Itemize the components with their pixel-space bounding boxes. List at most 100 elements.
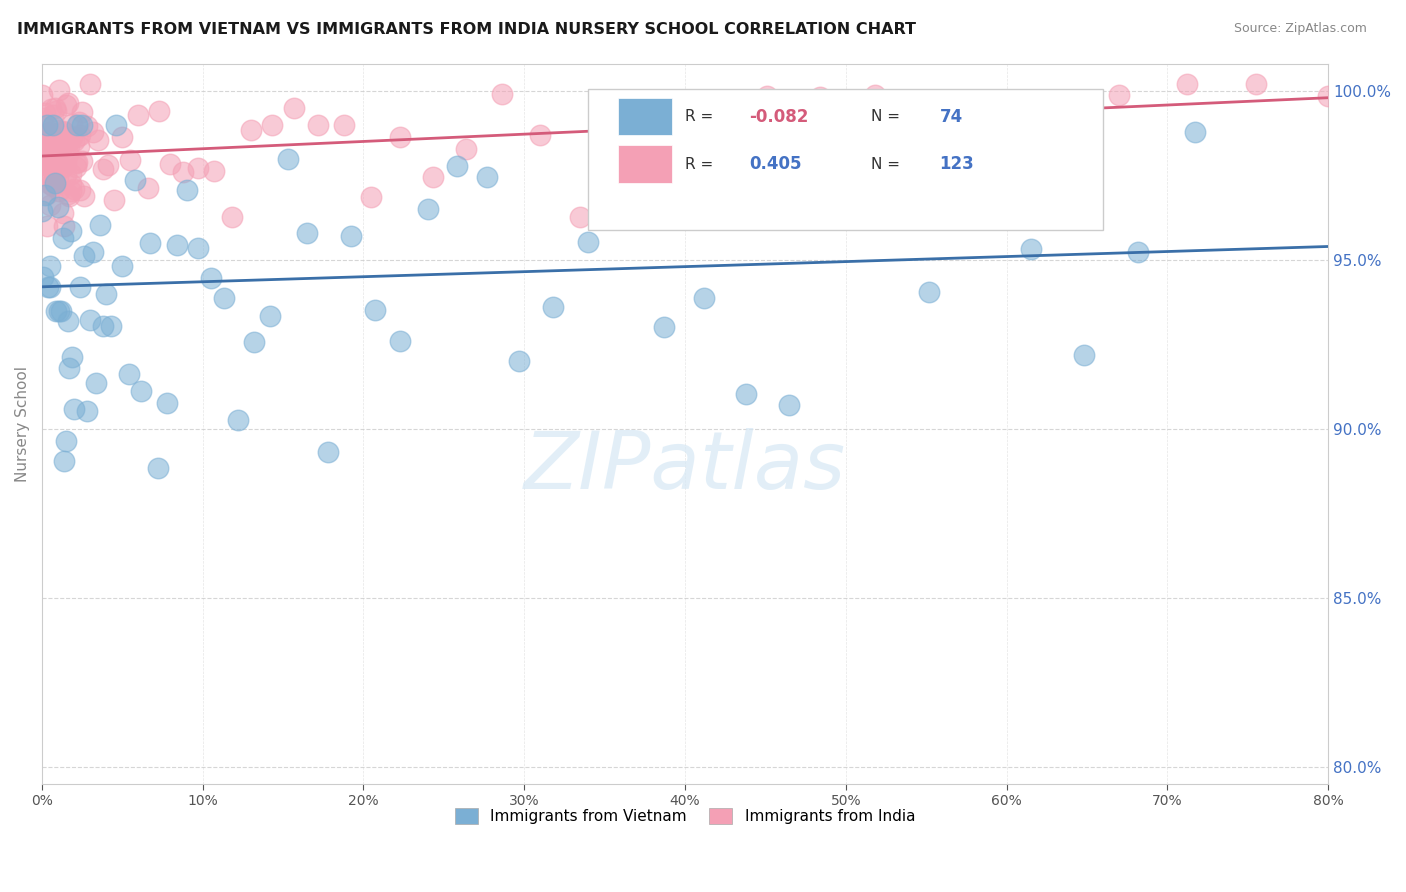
Point <box>49 136 72 151</box>
Point <box>735 387 758 401</box>
Point <box>41 170 63 185</box>
Point <box>42 179 65 194</box>
Text: 123: 123 <box>939 155 974 173</box>
Point <box>166 238 188 252</box>
Point <box>55 98 77 112</box>
Point <box>111 129 134 144</box>
Point <box>200 271 222 285</box>
Point <box>49 136 72 151</box>
Point <box>35 118 58 132</box>
Point <box>45 148 67 162</box>
Point <box>34 127 56 141</box>
Point <box>31 88 53 103</box>
Point <box>1184 125 1206 139</box>
Point <box>808 89 831 103</box>
Point <box>69 183 91 197</box>
Point <box>779 398 801 412</box>
Point <box>124 172 146 186</box>
Point <box>870 136 893 150</box>
Point <box>48 303 70 318</box>
Point <box>56 187 79 202</box>
Point <box>138 236 160 251</box>
Point <box>67 139 90 153</box>
Text: -0.082: -0.082 <box>749 108 808 126</box>
Point <box>422 170 444 185</box>
Point <box>37 127 59 141</box>
Point <box>87 133 110 147</box>
Point <box>131 384 153 398</box>
Point <box>34 155 56 169</box>
Point <box>76 119 98 133</box>
Point <box>363 303 385 318</box>
Point <box>59 178 82 192</box>
Text: R =: R = <box>685 157 713 171</box>
Point <box>37 152 59 166</box>
Point <box>58 360 80 375</box>
Point <box>756 89 779 103</box>
Point <box>277 152 299 166</box>
Point <box>70 104 93 119</box>
Point <box>49 304 72 318</box>
Point <box>918 285 941 299</box>
Point <box>60 117 83 131</box>
Point <box>89 218 111 232</box>
Point <box>72 188 94 202</box>
Point <box>38 279 60 293</box>
Point <box>35 158 58 172</box>
Point <box>59 167 82 181</box>
Point <box>46 123 69 137</box>
Point <box>1175 78 1198 92</box>
Point <box>187 242 209 256</box>
Point <box>37 138 59 153</box>
Point <box>1019 243 1042 257</box>
Point <box>146 461 169 475</box>
Point <box>1128 245 1150 260</box>
Point <box>32 111 55 125</box>
Point <box>541 300 564 314</box>
Point <box>613 157 636 171</box>
Point <box>103 194 125 208</box>
Text: N =: N = <box>872 109 900 124</box>
Point <box>283 101 305 115</box>
Point <box>824 191 846 205</box>
Point <box>45 103 67 118</box>
Point <box>56 314 79 328</box>
Point <box>32 269 55 284</box>
Point <box>35 156 58 170</box>
Point <box>104 118 127 132</box>
Point <box>42 118 65 132</box>
Point <box>55 169 77 183</box>
Point <box>58 139 80 153</box>
Point <box>41 103 63 117</box>
Point <box>72 249 94 263</box>
Point <box>55 434 77 449</box>
Point <box>117 367 139 381</box>
Point <box>48 184 70 198</box>
Point <box>111 259 134 273</box>
Point <box>120 153 142 167</box>
Point <box>44 158 66 172</box>
Point <box>32 144 55 158</box>
Point <box>52 124 75 138</box>
Point <box>212 291 235 305</box>
Point <box>63 402 86 417</box>
Point <box>38 198 60 212</box>
Point <box>60 130 83 145</box>
Point <box>1108 88 1130 103</box>
Point <box>260 118 283 132</box>
Point <box>42 108 65 122</box>
Point <box>70 154 93 169</box>
Point <box>863 87 886 102</box>
Point <box>172 165 194 179</box>
Point <box>67 114 90 128</box>
Point <box>921 103 943 118</box>
Point <box>38 125 60 139</box>
Point <box>569 210 592 224</box>
Point <box>148 104 170 119</box>
Point <box>42 176 65 190</box>
Point <box>66 118 89 132</box>
Point <box>56 146 79 161</box>
Point <box>97 158 120 172</box>
Point <box>45 178 67 192</box>
Point <box>48 140 70 154</box>
